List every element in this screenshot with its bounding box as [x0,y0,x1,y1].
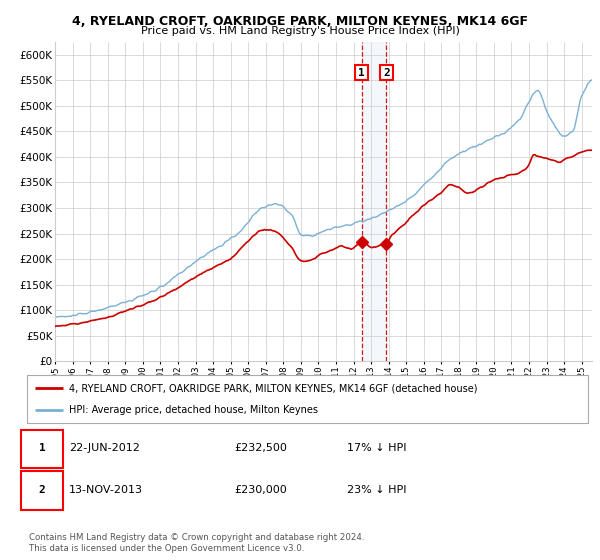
Text: 22-JUN-2012: 22-JUN-2012 [69,444,140,454]
Text: 17% ↓ HPI: 17% ↓ HPI [347,444,406,454]
Text: 4, RYELAND CROFT, OAKRIDGE PARK, MILTON KEYNES, MK14 6GF: 4, RYELAND CROFT, OAKRIDGE PARK, MILTON … [72,15,528,27]
Text: HPI: Average price, detached house, Milton Keynes: HPI: Average price, detached house, Milt… [69,405,318,415]
Text: £232,500: £232,500 [235,444,287,454]
Text: 1: 1 [358,68,365,78]
FancyBboxPatch shape [22,471,64,510]
FancyBboxPatch shape [22,430,64,468]
Text: 4, RYELAND CROFT, OAKRIDGE PARK, MILTON KEYNES, MK14 6GF (detached house): 4, RYELAND CROFT, OAKRIDGE PARK, MILTON … [69,383,478,393]
Text: 2: 2 [383,68,390,78]
Text: £230,000: £230,000 [235,485,287,495]
Text: 13-NOV-2013: 13-NOV-2013 [69,485,143,495]
Text: Price paid vs. HM Land Registry's House Price Index (HPI): Price paid vs. HM Land Registry's House … [140,26,460,36]
Text: Contains HM Land Registry data © Crown copyright and database right 2024.
This d: Contains HM Land Registry data © Crown c… [29,533,364,553]
Text: 23% ↓ HPI: 23% ↓ HPI [347,485,406,495]
Text: 1: 1 [39,444,46,454]
Text: 2: 2 [39,485,46,495]
Bar [362,42,386,361]
